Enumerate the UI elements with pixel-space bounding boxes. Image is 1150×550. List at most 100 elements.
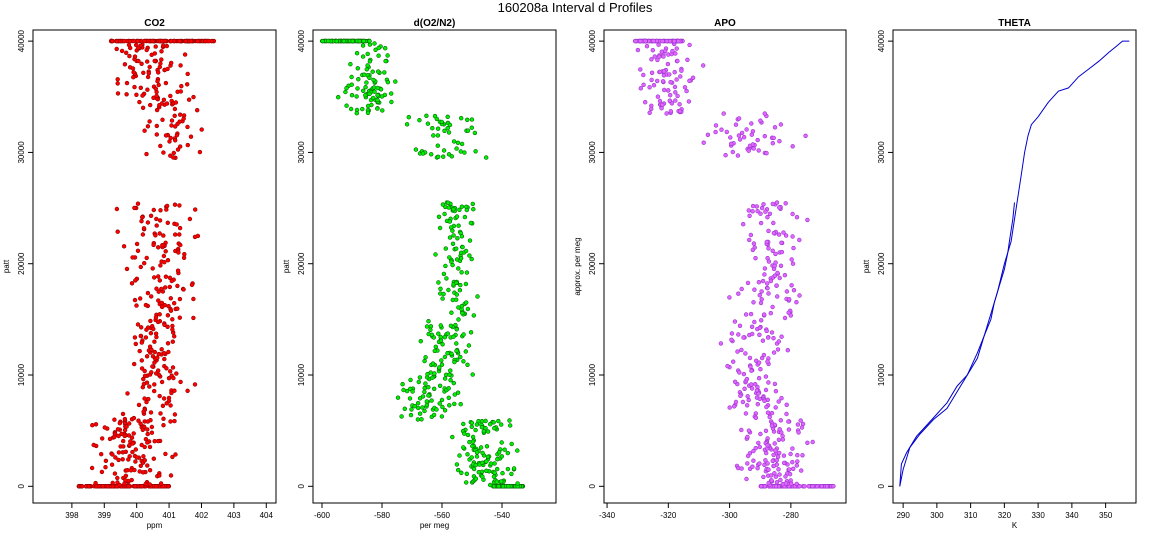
scatter-point [151,326,156,332]
x-axis-label: ppm [147,521,163,530]
scatter-point [100,484,106,489]
scatter-point [442,354,448,360]
scatter-point [737,137,743,142]
scatter-point [431,412,437,418]
scatter-point [418,339,423,344]
scatter-point [116,450,122,455]
scatter-point [417,117,422,123]
scatter-point [794,481,799,487]
scatter-point [777,472,782,477]
scatter-point [161,233,166,238]
data-marks [76,38,217,489]
scatter-point [442,376,448,381]
scatter-point [735,349,740,354]
scatter-point [145,290,151,296]
scatter-point [191,296,196,302]
panel-title: THETA [998,18,1031,29]
scatter-point [765,286,770,291]
scatter-point [442,128,447,134]
scatter-point [124,92,129,97]
scatter-point [479,419,485,424]
scatter-point [458,250,464,256]
scatter-point [499,440,504,445]
scatter-point [776,437,782,442]
scatter-point [156,245,161,250]
scatter-point [423,381,428,386]
scatter-point [733,122,739,127]
scatter-point [765,215,770,220]
scatter-point [143,302,149,308]
scatter-point [136,45,141,50]
scatter-point [134,303,139,308]
scatter-point [454,327,459,332]
scatter-point [745,434,750,440]
scatter-point [765,410,771,415]
scatter-point [164,43,170,49]
scatter-point [742,386,747,391]
scatter-point [156,289,161,294]
y-tick-label: 40000 [17,29,26,52]
scatter-point [650,47,655,53]
scatter-point [752,382,758,387]
scatter-point [372,89,377,94]
scatter-point [336,94,341,100]
scatter-point [831,484,836,489]
scatter-point [806,484,811,489]
scatter-point [178,89,184,94]
scatter-point [771,336,776,341]
scatter-point [454,462,460,467]
scatter-point [182,252,187,257]
scatter-point [660,79,666,84]
scatter-point [112,417,117,422]
scatter-point [109,38,115,44]
scatter-point [144,151,149,157]
scatter-point [499,479,504,484]
scatter-point [758,300,764,306]
scatter-point [673,51,678,56]
scatter-point [436,280,441,285]
scatter-point [741,335,746,340]
scatter-point [172,301,177,306]
scatter-point [488,482,493,488]
scatter-point [425,372,430,377]
scatter-point [422,358,427,364]
x-tick-label: 399 [98,511,112,520]
scatter-point [472,130,478,136]
scatter-point [779,396,784,401]
scatter-point [509,471,514,477]
scatter-point [165,220,171,226]
scatter-point [156,82,161,88]
scatter-point [751,448,756,454]
scatter-point [502,447,507,452]
scatter-point [142,396,147,401]
scatter-point [142,38,147,44]
scatter-point [779,240,784,246]
scatter-point [126,484,131,489]
scatter-point [775,270,780,276]
scatter-point [138,333,144,339]
scatter-point [175,147,181,152]
scatter-point [752,319,757,325]
scatter-point [447,372,452,377]
scatter-point [132,361,137,367]
scatter-point [471,466,477,472]
scatter-point [123,50,129,55]
scatter-point [375,106,380,111]
scatter-point [769,478,774,483]
scatter-point [465,128,471,133]
scatter-point [748,311,754,317]
scatter-point [389,99,394,105]
scatter-point [163,249,168,254]
scatter-point [349,92,355,98]
scatter-point [145,87,150,92]
scatter-point [791,288,797,293]
scatter-point [428,327,433,332]
scatter-point [141,70,146,76]
scatter-point [766,259,772,264]
scatter-point [132,484,138,489]
scatter-point [439,414,445,419]
scatter-point [452,401,457,407]
scatter-point [141,226,147,231]
